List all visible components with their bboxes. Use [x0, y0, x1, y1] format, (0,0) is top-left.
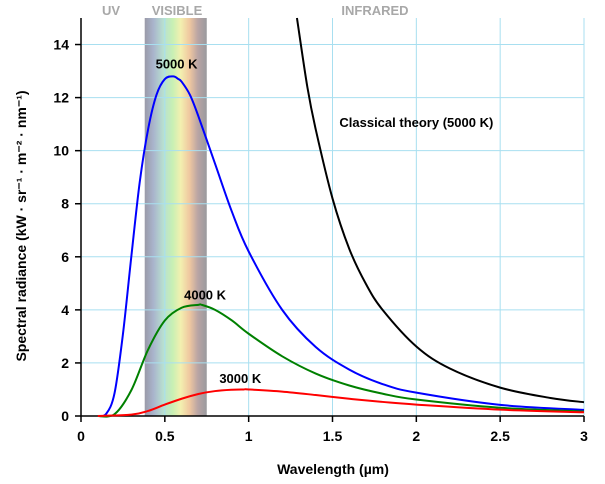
x-tick-label: 0 — [77, 428, 85, 444]
label-5000-k: 5000 K — [156, 56, 199, 71]
curve-4000-k — [97, 303, 585, 418]
y-tick-label: 14 — [53, 37, 69, 53]
x-tick-label: 2.5 — [490, 428, 510, 444]
tick-labels: 0 0.5 1 1.5 2 2.5 3 0 2 4 6 8 10 12 14 — [53, 37, 588, 444]
axes — [75, 18, 585, 422]
y-tick-label: 2 — [61, 355, 69, 371]
y-axis-title: Spectral radiance (kW · sr⁻¹ · m⁻² · nm⁻… — [13, 90, 29, 361]
x-tick-label: 1.5 — [323, 428, 343, 444]
y-tick-label: 6 — [61, 249, 69, 265]
x-tick-label: 3 — [580, 428, 588, 444]
x-axis-title: Wavelength (µm) — [277, 461, 389, 477]
label-3000-k: 3000 K — [219, 371, 262, 386]
y-tick-label: 12 — [53, 90, 69, 106]
curve-labels: 5000 K 4000 K 3000 K Classical theory (5000… — [156, 56, 494, 385]
label-4000-k: 4000 K — [184, 287, 227, 302]
label-classical-theory-5000-k: Classical theory (5000 K) — [339, 115, 493, 130]
region-label-visible: VISIBLE — [152, 3, 203, 18]
grid-lines — [81, 18, 585, 416]
x-tick-label: 0.5 — [155, 428, 175, 444]
curve-classical-theory-5000-k — [295, 17, 585, 404]
x-tick-label: 2 — [412, 428, 420, 444]
curve-3000-k — [97, 388, 585, 417]
x-tick-label: 1 — [245, 428, 253, 444]
region-label-infrared: INFRARED — [341, 3, 408, 18]
radiance-curves — [97, 17, 585, 418]
curve-5000-k — [97, 75, 585, 418]
y-tick-label: 8 — [61, 196, 69, 212]
region-label-uv: UV — [102, 3, 120, 18]
y-tick-label: 10 — [53, 143, 69, 159]
visible-spectrum-band — [144, 18, 207, 416]
spectrum-bands — [144, 18, 207, 416]
y-tick-label: 4 — [61, 302, 69, 318]
y-tick-label: 0 — [61, 408, 69, 424]
